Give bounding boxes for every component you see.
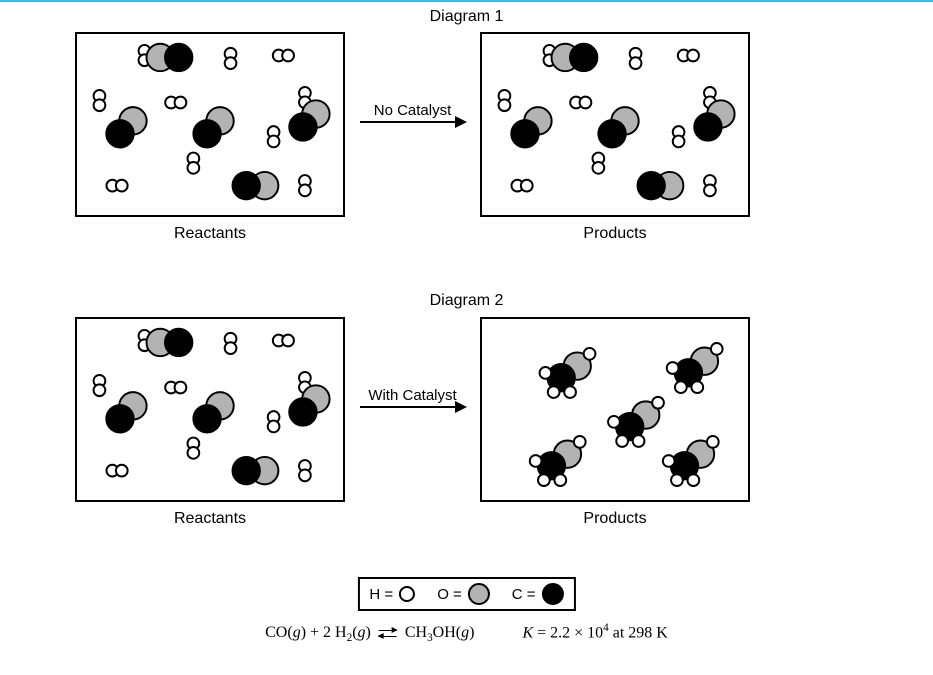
diagram1-reactants-box xyxy=(75,32,345,217)
equation-reaction: CO(g) + 2 H2(g) CH3OH(g) xyxy=(265,624,474,644)
diagram1-products-label: Products xyxy=(583,225,646,243)
equilibrium-arrow-icon xyxy=(379,628,397,640)
diagram1-products-box xyxy=(480,32,750,217)
diagram2-reactants-label: Reactants xyxy=(174,510,246,528)
diagram2-arrow-label: With Catalyst xyxy=(360,387,465,404)
equation-K: K = 2.2 × 104 at 298 K xyxy=(522,622,667,642)
page: Diagram 1 Reactants No Catalyst Products… xyxy=(0,0,933,675)
legend-atom-C-icon xyxy=(542,583,564,605)
diagram2-reactants-box xyxy=(75,317,345,502)
legend: H = O = C = xyxy=(357,577,575,611)
legend-label-C: C = xyxy=(512,586,536,603)
diagram1-arrow: No Catalyst xyxy=(360,102,465,123)
diagram2-products-box xyxy=(480,317,750,502)
diagram2-products-label: Products xyxy=(583,510,646,528)
equation: CO(g) + 2 H2(g) CH3OH(g) K = 2.2 × 104 a… xyxy=(265,622,668,645)
diagram1-reactants-label: Reactants xyxy=(174,225,246,243)
diagram2-arrow: With Catalyst xyxy=(360,387,465,408)
diagram1-arrow-label: No Catalyst xyxy=(360,102,465,119)
legend-atom-O-icon xyxy=(468,583,490,605)
legend-atom-H-icon xyxy=(399,586,415,602)
legend-label-O: O = xyxy=(437,586,462,603)
diagram1-title: Diagram 1 xyxy=(430,8,504,26)
diagram2-title: Diagram 2 xyxy=(430,292,504,310)
legend-label-H: H = xyxy=(369,586,393,603)
